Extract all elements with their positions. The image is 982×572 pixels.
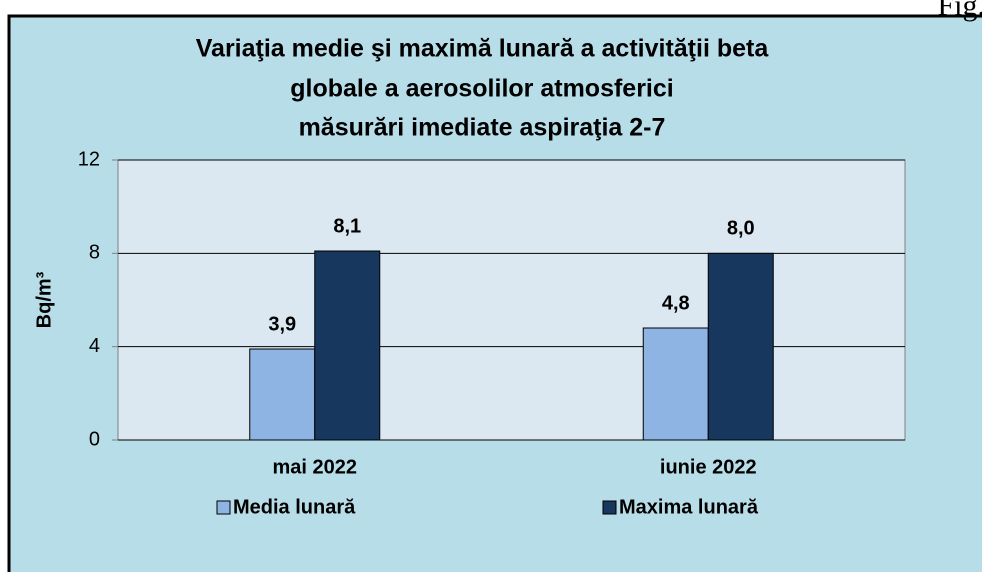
chart-title: Variaţia medie şi maximă lunară a activi… [196,35,770,63]
y-tick-label: 12 [78,148,100,170]
y-axis-label: Bq/m³ [33,271,55,328]
data-label: 8,1 [333,215,361,237]
data-label: 8,0 [727,218,755,240]
chart-title: măsurări imediate aspiraţia 2-7 [299,114,666,142]
bar [249,348,316,441]
bar [642,327,709,441]
data-label: 3,9 [268,313,296,335]
y-tick-label: 4 [89,335,100,357]
legend-swatch [602,500,617,515]
bar [707,252,774,441]
x-tick-label: mai 2022 [272,456,357,478]
y-tick-label: 0 [89,428,100,450]
plot-area [117,159,906,441]
legend-label: Media lunară [233,496,356,518]
x-tick-label: iunie 2022 [660,456,757,478]
figure-label: Fig. [937,0,982,22]
legend-swatch [216,500,231,515]
bar [314,250,381,441]
chart-title: globale a aerosolilor atmosferici [290,75,673,103]
y-tick-label: 8 [89,242,100,264]
legend-label: Maxima lunară [619,496,759,518]
data-label: 4,8 [662,292,690,314]
